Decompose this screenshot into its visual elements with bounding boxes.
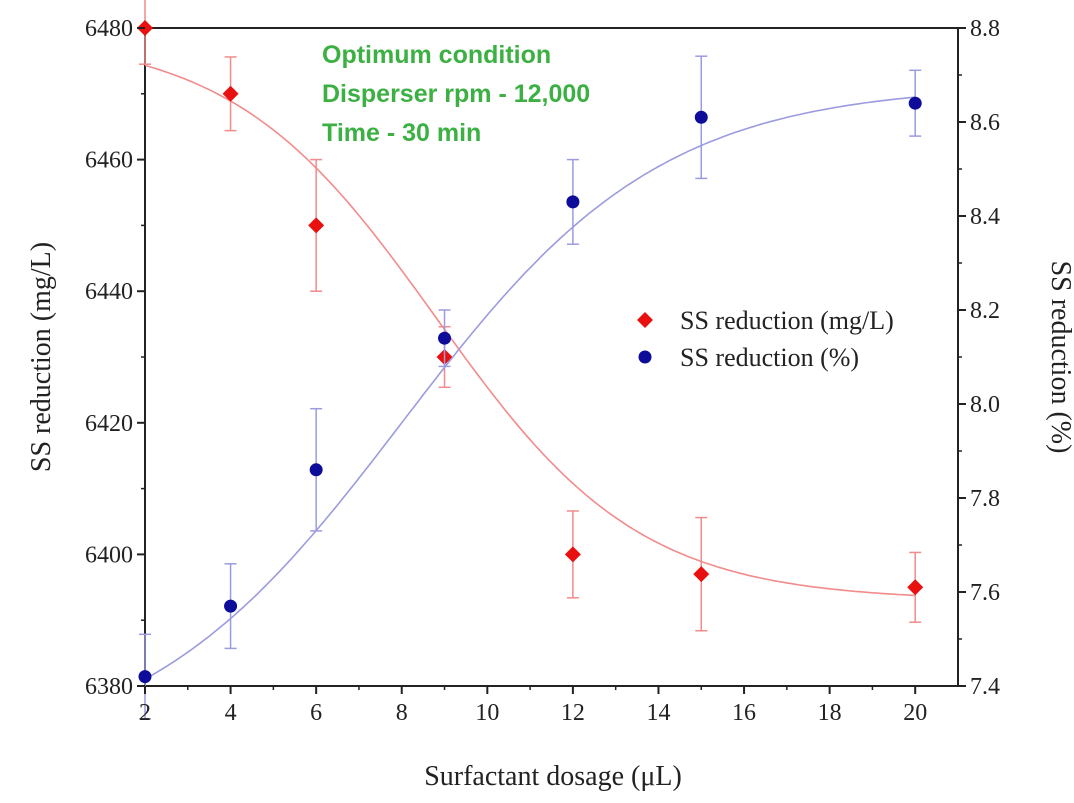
x-tick-label: 20 bbox=[903, 700, 927, 726]
left-y-tick-label: 6400 bbox=[85, 542, 133, 568]
annotation-line-1: Optimum condition bbox=[322, 41, 551, 69]
annotation-line-2: Disperser rpm - 12,000 bbox=[322, 80, 590, 108]
data-point-circle bbox=[138, 670, 152, 684]
x-tick-label: 12 bbox=[561, 700, 585, 726]
plot-area bbox=[137, 0, 959, 720]
data-point-diamond bbox=[564, 546, 581, 563]
right-y-axis-title: SS reduction (%) bbox=[1045, 261, 1074, 454]
data-point-circle bbox=[908, 96, 922, 110]
fit-curve bbox=[145, 64, 916, 597]
right-y-tick-label: 7.8 bbox=[970, 486, 1000, 512]
x-axis: 2 4 6 8 10 12 14 16 18 20 bbox=[139, 686, 927, 726]
left-y-axis-title: SS reduction (mg/L) bbox=[26, 242, 57, 472]
legend-circle bbox=[638, 350, 652, 364]
legend-marker-circle bbox=[638, 350, 652, 364]
x-tick-label: 4 bbox=[225, 700, 237, 726]
legend-label-percent: SS reduction (%) bbox=[680, 343, 859, 372]
data-point-circle bbox=[566, 195, 580, 209]
data-point-circle bbox=[438, 331, 452, 345]
right-y-tick-label: 7.6 bbox=[970, 580, 1000, 606]
left-y-tick-label: 6440 bbox=[85, 279, 133, 305]
data-point-circle bbox=[694, 110, 708, 124]
right-y-tick-label: 8.4 bbox=[970, 204, 1000, 230]
x-tick-label: 6 bbox=[310, 700, 322, 726]
legend-marker-diamond bbox=[637, 312, 653, 328]
right-y-tick-label: 8.6 bbox=[970, 110, 1000, 136]
left-y-tick-label: 6420 bbox=[85, 411, 133, 437]
x-tick-label: 18 bbox=[818, 700, 842, 726]
right-y-tick-label: 8.8 bbox=[970, 16, 1000, 42]
left-y-tick-label: 6460 bbox=[85, 148, 133, 174]
data-point-circle bbox=[309, 463, 323, 477]
series-percent bbox=[138, 55, 922, 720]
right-y-axis: 7.4 7.6 7.8 8.0 8.2 8.4 8.6 8.8 bbox=[958, 16, 1000, 700]
x-tick-label: 8 bbox=[396, 700, 408, 726]
annotation-line-3: Time - 30 min bbox=[322, 119, 481, 147]
left-y-axis: 6380 6400 6420 6440 6460 6480 bbox=[85, 16, 145, 700]
legend-diamond bbox=[637, 312, 653, 328]
x-tick-label: 10 bbox=[475, 700, 499, 726]
fit-curve bbox=[145, 96, 916, 680]
x-tick-label: 2 bbox=[139, 700, 151, 726]
data-point-diamond bbox=[222, 85, 239, 102]
data-point-circle bbox=[224, 599, 238, 613]
annotation: Optimum condition Disperser rpm - 12,000… bbox=[322, 41, 590, 147]
x-tick-label: 14 bbox=[646, 700, 670, 726]
data-point-diamond bbox=[693, 566, 710, 583]
legend-label-mg-per-l: SS reduction (mg/L) bbox=[680, 306, 894, 335]
series-mg-per-l bbox=[137, 0, 924, 632]
x-tick-label: 16 bbox=[732, 700, 756, 726]
right-y-tick-label: 8.2 bbox=[970, 298, 1000, 324]
data-point-diamond bbox=[907, 579, 924, 596]
right-y-tick-label: 8.0 bbox=[970, 392, 1000, 418]
legend: SS reduction (mg/L) SS reduction (%) bbox=[637, 306, 894, 372]
left-y-tick-label: 6480 bbox=[85, 16, 133, 42]
data-point-diamond bbox=[308, 217, 325, 234]
right-y-tick-label: 7.4 bbox=[970, 674, 1000, 700]
left-y-tick-label: 6380 bbox=[85, 674, 133, 700]
x-axis-title: Surfactant dosage (μL) bbox=[424, 761, 682, 792]
